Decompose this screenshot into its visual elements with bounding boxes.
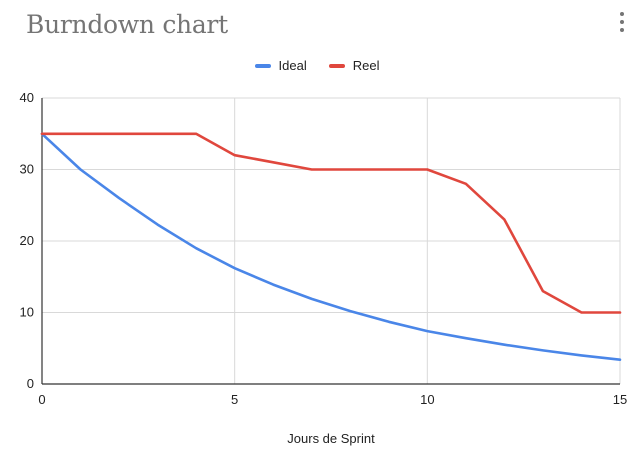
x-axis-title: Jours de Sprint: [287, 431, 375, 446]
legend-item-ideal[interactable]: Ideal: [254, 58, 307, 73]
y-tick-label-30: 30: [20, 162, 34, 177]
legend-swatch-reel: [328, 63, 345, 68]
legend-label-reel: Reel: [352, 58, 380, 73]
legend-label-ideal: Ideal: [278, 58, 307, 73]
chart-title: Burndown chart: [26, 10, 228, 39]
y-tick-label-20: 20: [20, 233, 34, 248]
legend-item-reel[interactable]: Reel: [328, 58, 380, 73]
x-tick-label-15: 15: [613, 392, 627, 407]
grid: [42, 97, 621, 384]
x-tick-label-10: 10: [420, 392, 434, 407]
y-tick-label-40: 40: [20, 90, 34, 105]
x-tick-label-0: 0: [38, 392, 45, 407]
series-line-reel: [40, 132, 622, 314]
y-tick-label-10: 10: [20, 305, 34, 320]
legend-swatch-ideal: [254, 63, 271, 68]
series-line-ideal: [40, 132, 622, 362]
y-tick-label-0: 0: [27, 376, 34, 391]
x-tick-label-5: 5: [231, 392, 238, 407]
chart-legend: Ideal Reel: [0, 58, 634, 73]
more-options-icon[interactable]: [616, 8, 628, 36]
